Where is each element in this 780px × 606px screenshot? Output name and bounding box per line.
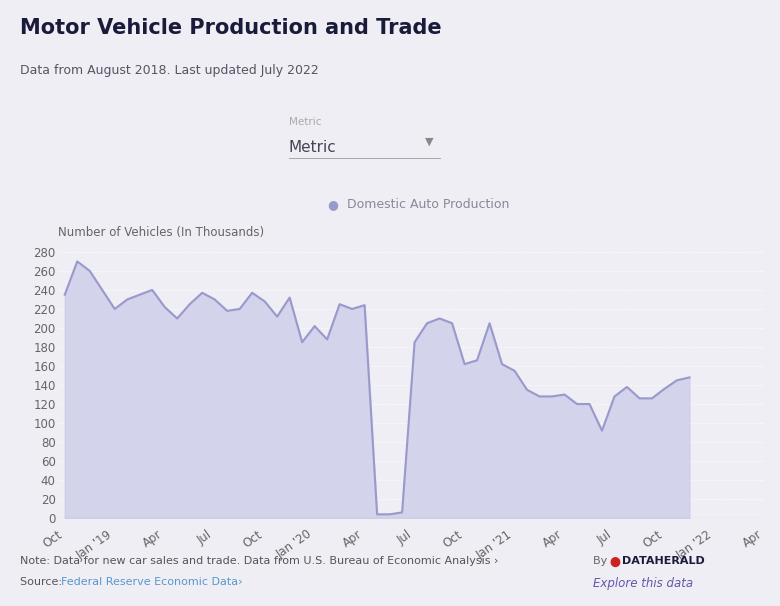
- Text: ●: ●: [328, 198, 339, 211]
- Text: Motor Vehicle Production and Trade: Motor Vehicle Production and Trade: [20, 18, 441, 38]
- Text: Metric: Metric: [289, 117, 321, 127]
- Text: Number of Vehicles (In Thousands): Number of Vehicles (In Thousands): [58, 227, 264, 239]
- Text: Metric: Metric: [289, 139, 336, 155]
- Text: Domestic Auto Production: Domestic Auto Production: [347, 198, 509, 211]
- Text: Explore this data: Explore this data: [593, 577, 693, 590]
- Text: DATAHERALD: DATAHERALD: [622, 556, 704, 567]
- Text: Note: Data for new car sales and trade. Data from U.S. Bureau of Economic Analys: Note: Data for new car sales and trade. …: [20, 556, 498, 567]
- Text: Federal Reserve Economic Data›: Federal Reserve Economic Data›: [61, 577, 243, 587]
- Text: ⬤: ⬤: [610, 556, 621, 567]
- Text: By: By: [593, 556, 614, 567]
- Text: Source:: Source:: [20, 577, 69, 587]
- Text: ▼: ▼: [425, 136, 434, 147]
- Text: Data from August 2018. Last updated July 2022: Data from August 2018. Last updated July…: [20, 64, 318, 76]
